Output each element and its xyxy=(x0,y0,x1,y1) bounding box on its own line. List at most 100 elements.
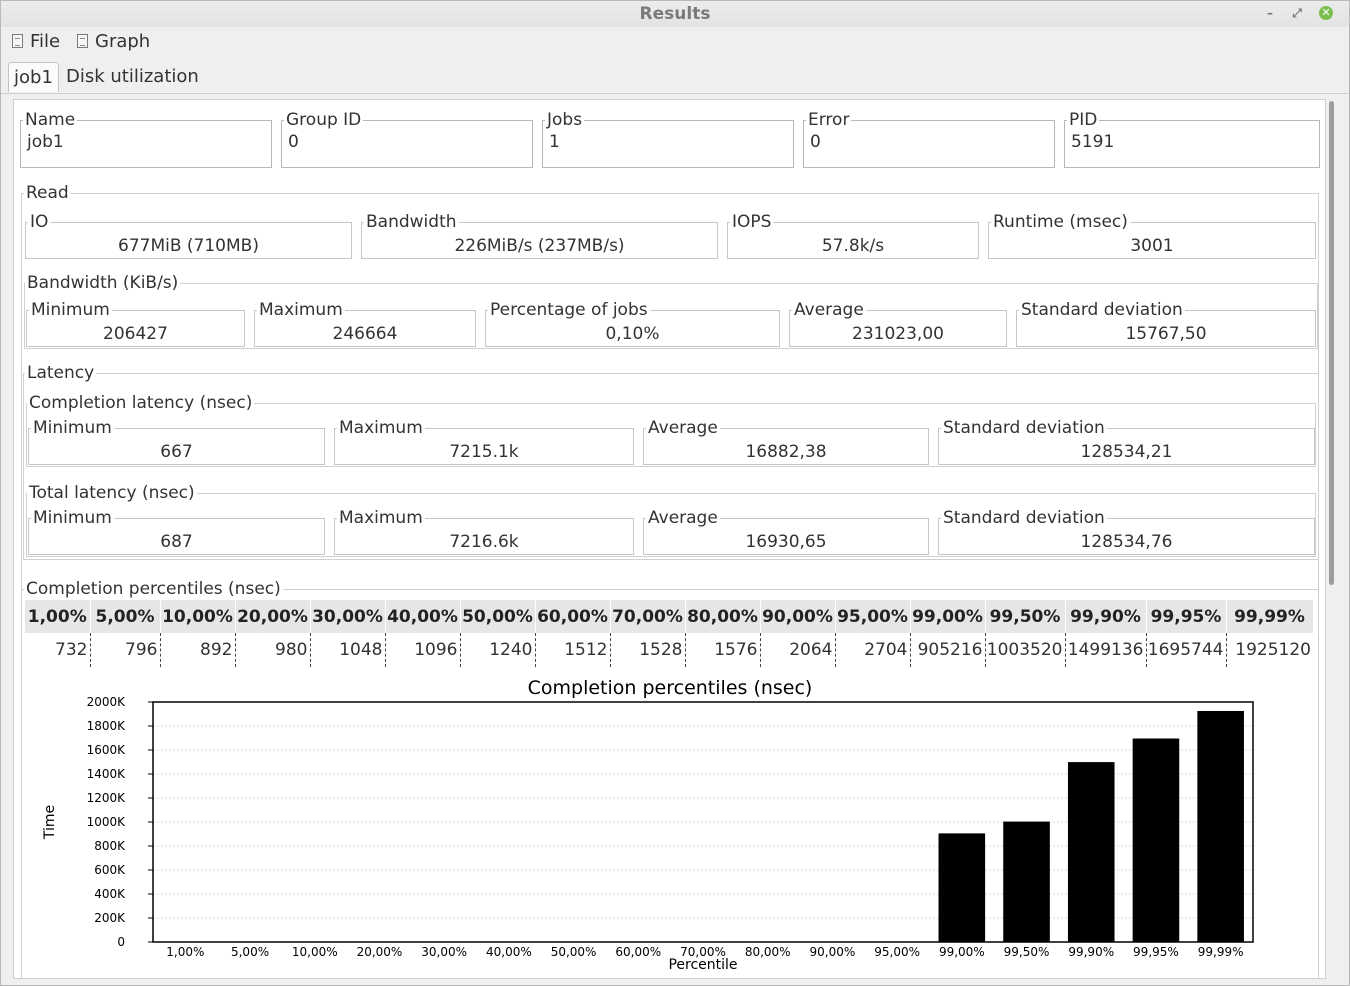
bw-minimum-label: Minimum xyxy=(29,299,112,321)
percentile-value: 1925120 xyxy=(1235,640,1311,660)
bw-average-label: Average xyxy=(792,299,866,321)
percentile-value: 1528 xyxy=(610,633,686,667)
results-panel: Name job1 Group ID 0 Jobs 1 Error 0 PID … xyxy=(13,99,1326,979)
vertical-scrollbar[interactable] xyxy=(1327,99,1337,979)
tlat-minimum-label: Minimum xyxy=(31,507,114,529)
completion-latency-group: Completion latency (nsec) Minimum 667 Ma… xyxy=(26,393,1316,467)
y-tick-label: 1800K xyxy=(87,719,127,733)
percentile-header: 40,00% xyxy=(385,600,461,633)
window-title: Results xyxy=(639,4,711,24)
percentile-header: 10,00% xyxy=(160,600,236,633)
tab-job1[interactable]: job1 xyxy=(8,62,59,92)
clat-average-value: 16882,38 xyxy=(745,442,827,462)
percentile-header: 1,00% xyxy=(25,600,91,633)
jobs-label: Jobs xyxy=(545,109,585,131)
x-tick-label: 90,00% xyxy=(810,945,856,959)
clat-maximum-value: 7215.1k xyxy=(449,442,519,462)
bandwidth-field: Bandwidth 226MiB/s (237MB/s) xyxy=(361,211,718,259)
y-tick-label: 200K xyxy=(94,911,126,925)
close-icon[interactable]: ✕ xyxy=(1319,6,1333,20)
x-tick-label: 50,00% xyxy=(551,945,597,959)
scrollbar-thumb[interactable] xyxy=(1329,101,1334,585)
clat-stddev-value: 128534,21 xyxy=(1080,442,1173,462)
io-field: IO 677MiB (710MB) xyxy=(25,211,352,259)
x-tick-label: 95,00% xyxy=(874,945,920,959)
pid-field[interactable]: PID 5191 xyxy=(1064,109,1320,168)
group-id-label: Group ID xyxy=(284,109,364,131)
clat-average-field: Average 16882,38 xyxy=(643,417,929,465)
bw-maximum-value: 246664 xyxy=(332,324,398,344)
percentiles-title: Completion percentiles (nsec) xyxy=(24,579,283,599)
y-tick-label: 2000K xyxy=(87,695,127,709)
x-tick-label: 80,00% xyxy=(745,945,791,959)
tlat-stddev-field: Standard deviation 128534,76 xyxy=(938,507,1315,555)
y-tick-label: 1200K xyxy=(87,791,127,805)
x-tick-label: 60,00% xyxy=(615,945,661,959)
pid-value: 5191 xyxy=(1071,132,1115,152)
percentile-header: 99,95% xyxy=(1146,600,1227,633)
name-value: job1 xyxy=(27,132,64,152)
percentile-header: 99,00% xyxy=(910,600,986,633)
tlat-average-label: Average xyxy=(646,507,720,529)
total-latency-title: Total latency (nsec) xyxy=(27,483,197,503)
percentile-header: 99,99% xyxy=(1226,600,1314,633)
clat-minimum-field: Minimum 667 xyxy=(28,417,325,465)
percentile-value: 796 xyxy=(90,633,161,667)
name-field[interactable]: Name job1 xyxy=(20,109,272,168)
percentile-value: 1512 xyxy=(535,633,611,667)
percentile-header: 20,00% xyxy=(235,600,311,633)
bw-maximum-label: Maximum xyxy=(257,299,345,321)
percentile-value: 1695744 xyxy=(1146,633,1227,667)
tlat-minimum-value: 687 xyxy=(160,532,193,552)
bar xyxy=(1067,762,1115,942)
clat-minimum-value: 667 xyxy=(160,442,193,462)
menu-file-label: File xyxy=(30,31,61,52)
percentile-value: 905216 xyxy=(910,633,986,667)
bw-minimum-value: 206427 xyxy=(103,324,168,344)
percentile-value: 2704 xyxy=(835,633,911,667)
group-id-field[interactable]: Group ID 0 xyxy=(281,109,533,168)
tab-disk-utilization[interactable]: Disk utilization xyxy=(66,66,199,87)
minimize-icon[interactable]: – xyxy=(1267,6,1273,20)
bandwidth-value: 226MiB/s (237MB/s) xyxy=(454,236,625,256)
menu-bar: File Graph xyxy=(1,29,1349,55)
clat-maximum-label: Maximum xyxy=(337,417,425,439)
percentile-value: 1003520 xyxy=(985,633,1066,667)
tlat-stddev-value: 128534,76 xyxy=(1080,532,1173,552)
y-tick-label: 800K xyxy=(94,839,126,853)
bw-percentage-value: 0,10% xyxy=(605,324,660,344)
error-field[interactable]: Error 0 xyxy=(803,109,1055,168)
chart-plot-frame xyxy=(152,701,1254,943)
menu-file[interactable]: File xyxy=(12,31,60,52)
percentiles-value-row: 732 796 892 980 1048 1096 1240 1512 1528 1576 2064… xyxy=(25,633,1313,667)
menu-graph-label: Graph xyxy=(95,31,151,52)
percentiles-header-row: 1,00% 5,00% 10,00% 20,00% 30,00% 40,00% 50,00%… xyxy=(25,600,1314,633)
y-tick-label: 600K xyxy=(94,863,126,877)
x-tick-label: 20,00% xyxy=(357,945,403,959)
bar xyxy=(1132,738,1180,942)
name-label: Name xyxy=(23,109,78,131)
percentile-value: 2064 xyxy=(760,633,836,667)
bandwidth-label: Bandwidth xyxy=(364,211,459,233)
chart-x-label: Percentile xyxy=(668,957,737,973)
x-tick-label: 1,00% xyxy=(166,945,204,959)
chart-y-ticks: 0 200K 400K 600K 800K 1000K 1200K 1400K 1600K 180… xyxy=(87,695,153,949)
maximize-icon[interactable]: ⤢ xyxy=(1292,6,1302,20)
document-icon xyxy=(77,34,88,48)
tlat-maximum-field: Maximum 7216.6k xyxy=(334,507,634,555)
percentile-value: 892 xyxy=(160,633,236,667)
iops-field: IOPS 57.8k/s xyxy=(727,211,979,259)
iops-value: 57.8k/s xyxy=(821,236,885,256)
clat-stddev-label: Standard deviation xyxy=(941,417,1107,439)
jobs-field[interactable]: Jobs 1 xyxy=(542,109,794,168)
chart-title: Completion percentiles (nsec) xyxy=(528,677,813,699)
x-tick-label: 99,99% xyxy=(1198,945,1244,959)
menu-graph[interactable]: Graph xyxy=(77,31,150,52)
y-tick-label: 1600K xyxy=(87,743,127,757)
title-bar: Results – ⤢ ✕ xyxy=(1,1,1349,27)
chart-svg: Completion percentiles (nsec) 0 200K 400K 6… xyxy=(42,677,1254,973)
percentile-header: 50,00% xyxy=(460,600,536,633)
document-icon xyxy=(12,34,23,48)
bw-stddev-field: Standard deviation 15767,50 xyxy=(1016,299,1316,347)
